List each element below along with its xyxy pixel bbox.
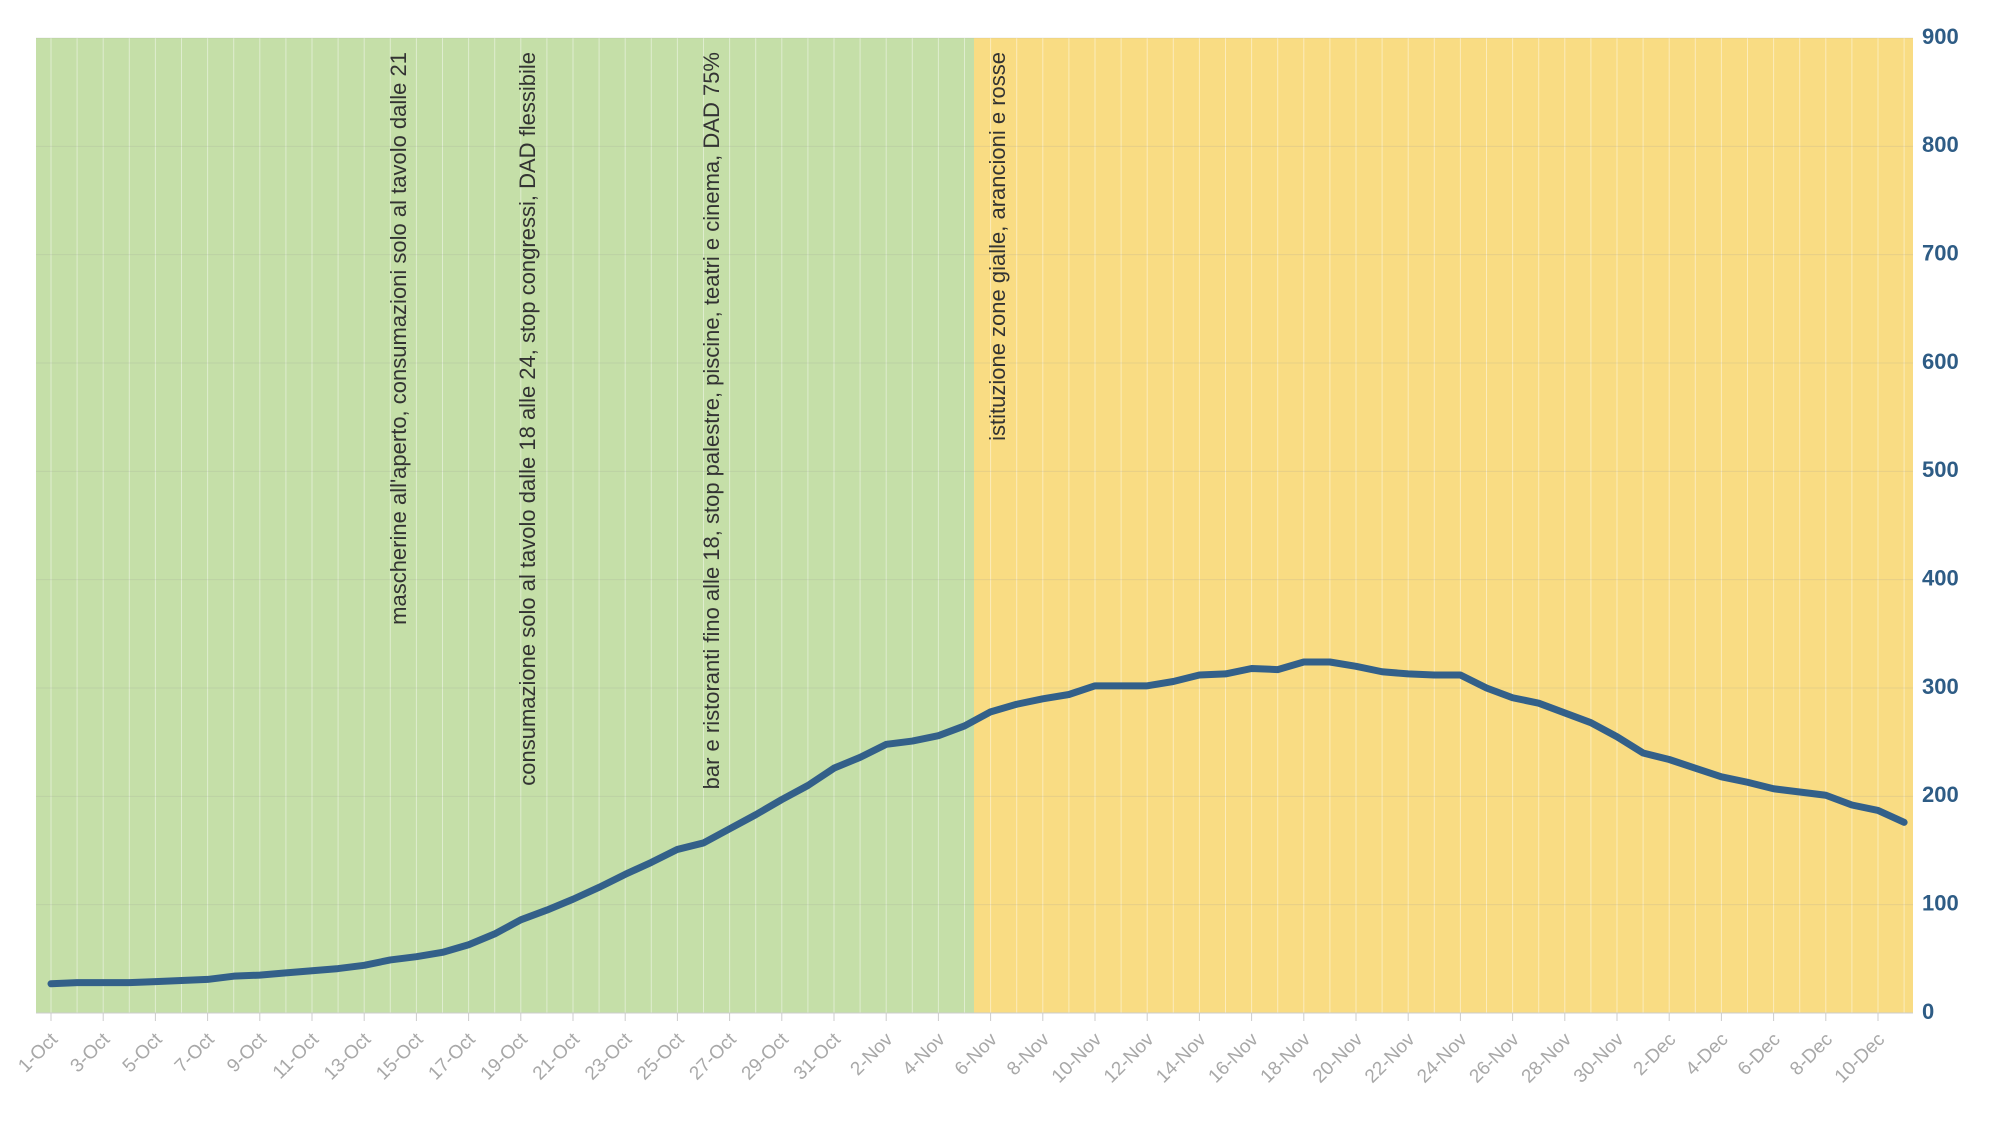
x-tick-label: 2-Dec — [1630, 1029, 1681, 1080]
x-tick-label: 2-Nov — [847, 1029, 898, 1080]
x-tick-label: 9-Oct — [223, 1029, 271, 1077]
x-tick-label: 5-Oct — [119, 1029, 167, 1077]
x-tick-label: 29-Oct — [738, 1029, 794, 1085]
x-tick-label: 30-Nov — [1570, 1029, 1629, 1088]
x-tick-label: 18-Nov — [1257, 1029, 1316, 1088]
x-tick-label: 13-Oct — [320, 1029, 376, 1085]
x-tick-label: 8-Nov — [1003, 1029, 1054, 1080]
annotation: consumazione solo al tavolo dalle 18 all… — [515, 52, 540, 786]
x-tick-label: 12-Nov — [1100, 1029, 1159, 1088]
x-tick-label: 10-Nov — [1048, 1029, 1107, 1088]
x-tick-label: 1-Oct — [14, 1029, 62, 1077]
x-tick-label: 3-Oct — [67, 1029, 115, 1077]
x-tick-label: 6-Nov — [951, 1029, 1002, 1080]
x-tick-label: 6-Dec — [1734, 1029, 1785, 1080]
line — [47, 658, 1908, 988]
x-tick-label: 24-Nov — [1413, 1029, 1472, 1088]
x-tick-label: 27-Oct — [686, 1029, 742, 1085]
x-tick-label: 4-Nov — [899, 1029, 950, 1080]
x-tick-label: 26-Nov — [1466, 1029, 1525, 1088]
y-tick-label: 200 — [1922, 782, 1959, 807]
y-tick-label: 400 — [1922, 565, 1959, 590]
x-tick-label: 20-Nov — [1309, 1029, 1368, 1088]
y-tick-label: 100 — [1922, 890, 1959, 915]
x-tick-label: 21-Oct — [529, 1029, 585, 1085]
green-band — [36, 38, 974, 1013]
x-tick-label: 11-Oct — [269, 1029, 324, 1084]
x-tick-label: 28-Nov — [1518, 1029, 1577, 1088]
x-tick-label: 4-Dec — [1682, 1029, 1733, 1080]
y-tick-label: 500 — [1922, 457, 1959, 482]
y-tick-label: 300 — [1922, 674, 1959, 699]
annotation: mascherine all'aperto, consumazioni solo… — [386, 52, 411, 625]
y-tick-label: 700 — [1922, 240, 1959, 265]
x-tick-label: 25-Oct — [633, 1029, 689, 1085]
x-tick-label: 15-Oct — [372, 1029, 428, 1085]
x-tick-label: 16-Nov — [1205, 1029, 1264, 1088]
yellow-band — [974, 38, 1913, 1013]
y-tick-label: 600 — [1922, 349, 1959, 374]
x-tick-label: 7-Oct — [171, 1029, 219, 1077]
x-tick-label: 14-Nov — [1152, 1029, 1211, 1088]
y-tick-label: 800 — [1922, 132, 1959, 157]
annotation: istituzione zone gialle, arancioni e ros… — [985, 52, 1010, 441]
x-tick-label: 19-Oct — [477, 1029, 533, 1085]
y-tick-label: 0 — [1922, 999, 1934, 1024]
x-tick-label: 23-Oct — [581, 1029, 637, 1085]
x-tick-label: 22-Nov — [1361, 1029, 1420, 1088]
x-tick-label: 31-Oct — [790, 1029, 846, 1085]
annotation: bar e ristoranti fino alle 18, stop pale… — [699, 52, 724, 789]
x-tick-label: 10-Dec — [1831, 1029, 1889, 1087]
y-tick-label: 900 — [1922, 24, 1959, 49]
x-tick-label: 8-Dec — [1786, 1029, 1837, 1080]
x-tick-label: 17-Oct — [425, 1029, 481, 1085]
